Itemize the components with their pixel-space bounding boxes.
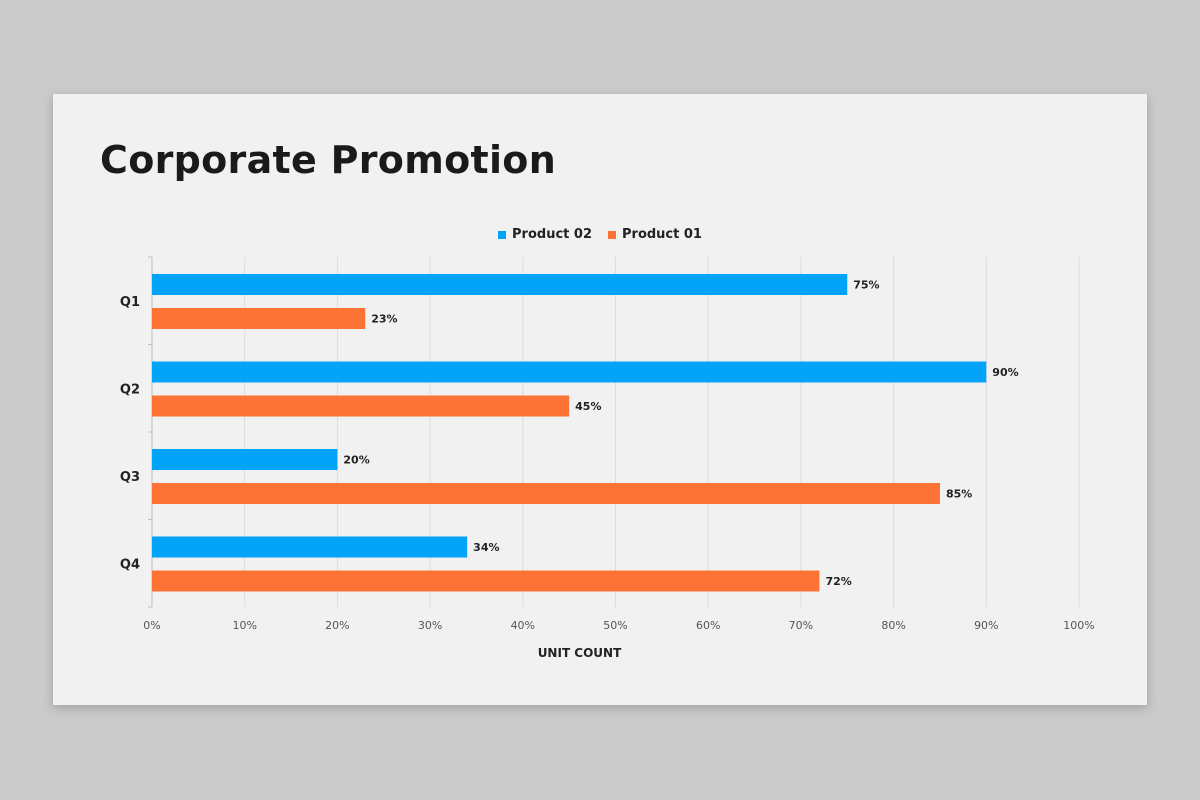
x-tick-label: 0% [143, 619, 160, 632]
data-label: 23% [371, 313, 397, 326]
bar-product-02 [152, 274, 848, 295]
bar-product-01 [152, 483, 940, 504]
x-tick-label: 60% [696, 619, 720, 632]
data-label: 20% [343, 454, 369, 467]
slide: Corporate Promotion Product 02 Product 0… [53, 94, 1147, 705]
x-tick-label: 40% [511, 619, 535, 632]
legend: Product 02 Product 01 [53, 227, 1147, 242]
x-tick-label: 70% [789, 619, 813, 632]
data-label: 34% [473, 541, 499, 554]
x-tick-label: 100% [1063, 619, 1094, 632]
x-tick-label: 10% [232, 619, 256, 632]
chart-title: Corporate Promotion [100, 138, 557, 182]
data-label: 72% [825, 575, 851, 588]
legend-item-product-02: Product 02 [498, 227, 592, 242]
legend-item-product-01: Product 01 [608, 227, 702, 242]
category-label: Q4 [120, 557, 140, 572]
bar-product-01 [152, 570, 820, 592]
bar-product-01 [152, 395, 570, 417]
legend-swatch-product-02 [498, 230, 507, 239]
bar-product-02 [152, 449, 338, 470]
x-tick-label: 20% [325, 619, 349, 632]
bar-product-02 [152, 361, 987, 383]
x-tick-label: 50% [603, 619, 627, 632]
data-label: 75% [853, 279, 879, 292]
x-tick-label: 80% [881, 619, 905, 632]
data-label: 45% [575, 400, 601, 413]
data-label: 85% [946, 488, 972, 501]
data-label: 90% [992, 366, 1018, 379]
x-axis-title: UNIT COUNT [538, 646, 622, 660]
bar-product-01 [152, 308, 366, 329]
x-tick-label: 30% [418, 619, 442, 632]
x-tick-label: 90% [974, 619, 998, 632]
bar-product-02 [152, 536, 468, 558]
category-label: Q1 [120, 295, 140, 310]
legend-label-product-01: Product 01 [622, 227, 702, 242]
legend-swatch-product-01 [608, 230, 616, 239]
category-label: Q3 [120, 470, 140, 485]
legend-label-product-02: Product 02 [512, 227, 592, 242]
bar-chart: 0% 10% 20% 30% 40% 50% 60% 70% 80% 90% 100% 75% 23% Q… [120, 256, 1095, 660]
category-label: Q2 [120, 382, 140, 397]
